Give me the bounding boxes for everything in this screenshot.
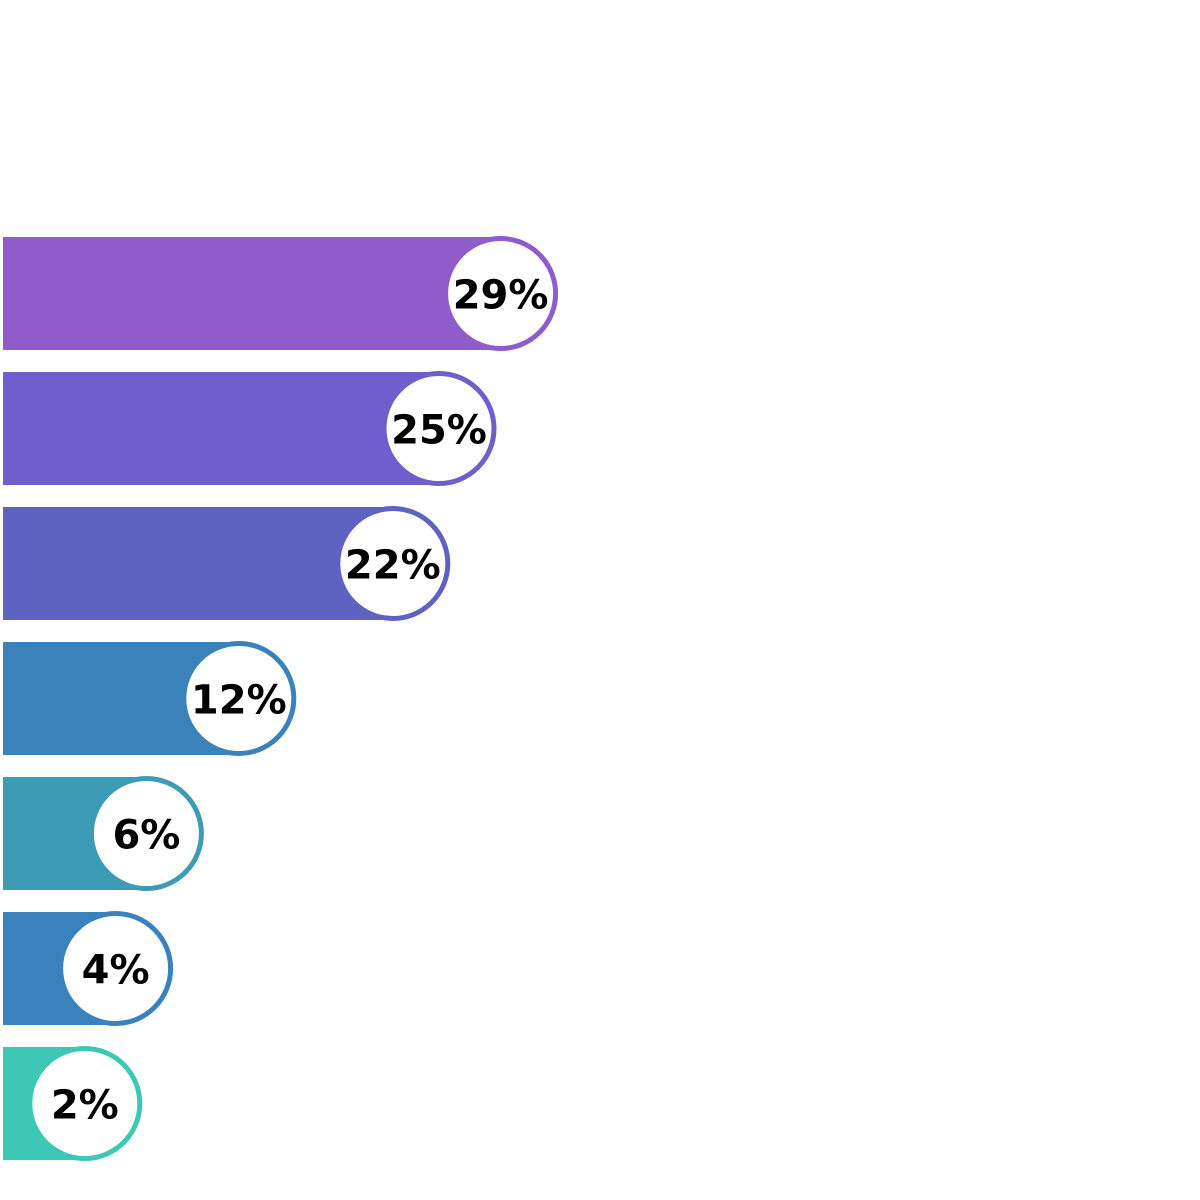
value-badge — [181, 641, 297, 756]
value-label: 29% — [453, 273, 549, 319]
bar — [3, 507, 393, 620]
value-badge — [88, 776, 204, 891]
bar — [3, 237, 501, 350]
value-badge — [443, 236, 559, 351]
value-label: 4% — [82, 948, 150, 994]
value-label: 6% — [112, 813, 180, 859]
value-badge — [58, 911, 174, 1026]
bar — [3, 372, 439, 485]
value-label: 2% — [51, 1083, 119, 1129]
value-badge — [27, 1046, 143, 1161]
value-badge — [381, 371, 497, 486]
value-label: 12% — [191, 678, 287, 724]
value-badge — [335, 506, 451, 621]
value-label: 22% — [345, 543, 441, 589]
value-label: 25% — [391, 408, 487, 454]
